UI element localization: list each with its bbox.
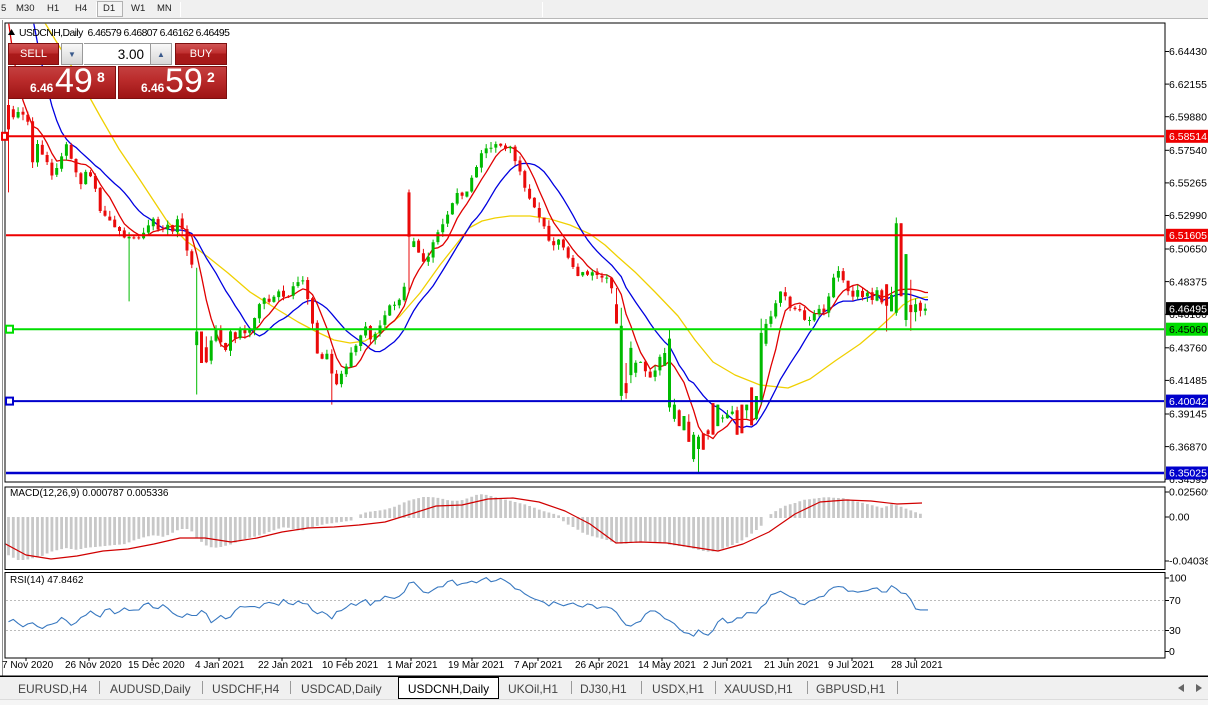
svg-text:6.36870: 6.36870 bbox=[1169, 441, 1207, 453]
svg-text:26 Apr 2021: 26 Apr 2021 bbox=[575, 660, 629, 671]
svg-text:6.51605: 6.51605 bbox=[1169, 230, 1207, 242]
svg-text:14 May 2021: 14 May 2021 bbox=[638, 660, 696, 671]
svg-text:2 Jun 2021: 2 Jun 2021 bbox=[703, 660, 753, 671]
svg-text:6.43760: 6.43760 bbox=[1169, 343, 1207, 355]
svg-text:22 Jan 2021: 22 Jan 2021 bbox=[258, 660, 313, 671]
svg-text:7 Nov 2020: 7 Nov 2020 bbox=[2, 660, 54, 671]
svg-text:6.48375: 6.48375 bbox=[1169, 276, 1207, 288]
svg-text:6.39145: 6.39145 bbox=[1169, 409, 1207, 421]
svg-text:6.50650: 6.50650 bbox=[1169, 244, 1207, 256]
svg-text:70: 70 bbox=[1169, 595, 1181, 607]
svg-text:15 Dec 2020: 15 Dec 2020 bbox=[128, 660, 185, 671]
svg-text:21 Jun 2021: 21 Jun 2021 bbox=[764, 660, 819, 671]
svg-text:6.41485: 6.41485 bbox=[1169, 375, 1207, 387]
svg-text:MACD(12,26,9) 0.000787 0.00533: MACD(12,26,9) 0.000787 0.005336 bbox=[10, 488, 169, 499]
svg-text:26 Nov 2020: 26 Nov 2020 bbox=[65, 660, 122, 671]
svg-text:0: 0 bbox=[1169, 646, 1175, 658]
svg-text:6.52990: 6.52990 bbox=[1169, 210, 1207, 222]
svg-text:6.40042: 6.40042 bbox=[1169, 396, 1207, 408]
svg-text:10 Feb 2021: 10 Feb 2021 bbox=[322, 660, 379, 671]
svg-text:1 Mar 2021: 1 Mar 2021 bbox=[387, 660, 438, 671]
svg-text:6.59880: 6.59880 bbox=[1169, 111, 1207, 123]
svg-text:30: 30 bbox=[1169, 625, 1181, 637]
svg-text:6.58514: 6.58514 bbox=[1169, 131, 1207, 143]
svg-text:9 Jul 2021: 9 Jul 2021 bbox=[828, 660, 875, 671]
svg-text:19 Mar 2021: 19 Mar 2021 bbox=[448, 660, 505, 671]
svg-text:100: 100 bbox=[1169, 573, 1187, 585]
svg-text:6.46495: 6.46495 bbox=[1169, 303, 1207, 315]
svg-text:4 Jan 2021: 4 Jan 2021 bbox=[195, 660, 245, 671]
svg-text:USDCNH,Daily 6.46579 6.46807: USDCNH,Daily 6.46579 6.46807 6.46162 6.4… bbox=[19, 28, 230, 39]
svg-text:-0.040386: -0.040386 bbox=[1169, 556, 1208, 568]
svg-text:6.55265: 6.55265 bbox=[1169, 178, 1207, 190]
svg-text:6.57540: 6.57540 bbox=[1169, 145, 1207, 157]
svg-text:6.45060: 6.45060 bbox=[1169, 324, 1207, 336]
svg-text:7 Apr 2021: 7 Apr 2021 bbox=[514, 660, 563, 671]
svg-text:0.025609: 0.025609 bbox=[1169, 487, 1208, 499]
svg-text:6.64430: 6.64430 bbox=[1169, 46, 1207, 58]
svg-text:6.35025: 6.35025 bbox=[1169, 468, 1207, 480]
svg-text:0.00: 0.00 bbox=[1169, 512, 1190, 524]
svg-text:RSI(14) 47.8462: RSI(14) 47.8462 bbox=[10, 575, 84, 586]
svg-text:6.62155: 6.62155 bbox=[1169, 79, 1207, 91]
svg-text:28 Jul 2021: 28 Jul 2021 bbox=[891, 660, 943, 671]
